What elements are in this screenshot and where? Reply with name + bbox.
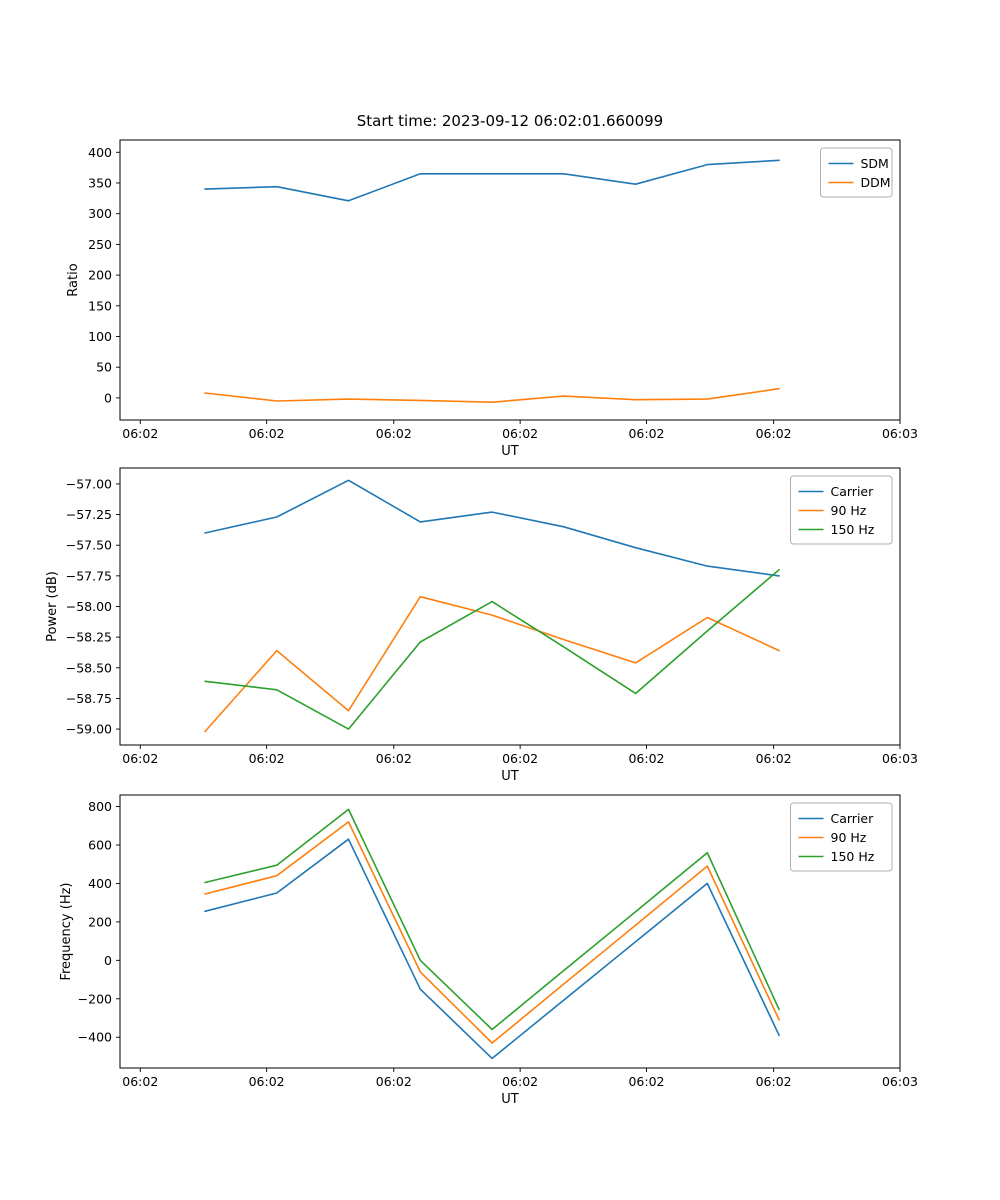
figure-title: Start time: 2023-09-12 06:02:01.660099 — [356, 112, 664, 130]
y-tick-label: 400 — [88, 145, 112, 160]
subplot-2: 06:02 06:02 06:02 06:02 06:02 06:02 06:03 −57.0… — [45, 467, 918, 784]
y-tick-label: 200 — [88, 914, 112, 929]
x-tick-label: 06:02 — [376, 426, 412, 441]
legend-label-sdm: SDM — [861, 156, 889, 171]
series-line-ddm — [204, 387, 780, 404]
x-tick-label: 06:02 — [122, 1074, 158, 1089]
x-axis-label: UT — [501, 444, 519, 459]
x-tick-label: 06:02 — [502, 426, 538, 441]
legend-box — [790, 475, 893, 545]
y-tick-label: 400 — [88, 876, 112, 891]
x-tick-label: 06:02 — [249, 426, 285, 441]
legend-label-ddm: DDM — [861, 175, 891, 190]
series-line-90-hz — [204, 821, 780, 1044]
x-tick-label: 06:02 — [628, 1074, 664, 1089]
series-line-90-hz — [204, 595, 780, 733]
x-tick-label: 06:02 — [628, 426, 664, 441]
x-axis-label: UT — [501, 1092, 519, 1107]
y-axis-label: Frequency (Hz) — [59, 882, 74, 980]
series-line-150-hz — [204, 568, 780, 730]
y-tick-label: 300 — [88, 206, 112, 221]
x-tick-label: 06:02 — [502, 751, 538, 766]
x-tick-label: 06:02 — [249, 751, 285, 766]
y-tick-label: 150 — [88, 298, 112, 313]
x-tick-label: 06:02 — [376, 751, 412, 766]
legend-label-90-hz: 90 Hz — [831, 830, 867, 845]
y-tick-label: −57.25 — [66, 507, 112, 522]
series-line-sdm — [204, 159, 780, 202]
series-line-carrier — [204, 479, 780, 577]
legend-label-carrier: Carrier — [831, 811, 875, 826]
legend-label-carrier: Carrier — [831, 484, 875, 499]
series-line-carrier — [204, 838, 780, 1060]
y-tick-label: −58.25 — [66, 630, 112, 645]
legend-label-90-hz: 90 Hz — [831, 503, 867, 518]
x-tick-label: 06:02 — [756, 426, 792, 441]
x-tick-label: 06:03 — [882, 426, 918, 441]
y-axis-label: Ratio — [66, 263, 81, 296]
plot-border — [119, 794, 901, 1069]
legend-box — [820, 147, 893, 198]
y-tick-label: 250 — [88, 237, 112, 252]
y-tick-label: −58.75 — [66, 691, 112, 706]
y-tick-label: −58.50 — [66, 660, 112, 675]
y-tick-label: −57.00 — [66, 476, 112, 491]
y-tick-label: −58.00 — [66, 599, 112, 614]
subplot-1: 06:02 06:02 06:02 06:02 06:02 06:02 06:03 0 50 10… — [66, 139, 918, 459]
plot-border — [119, 139, 901, 421]
series-line-150-hz — [204, 808, 780, 1031]
x-tick-label: 06:03 — [882, 751, 918, 766]
y-tick-label: 0 — [104, 953, 112, 968]
y-tick-label: 200 — [88, 268, 112, 283]
subplot-3: 06:02 06:02 06:02 06:02 06:02 06:02 06:03 −400 −… — [59, 794, 918, 1107]
x-tick-label: 06:02 — [376, 1074, 412, 1089]
y-tick-label: 0 — [104, 390, 112, 405]
y-tick-label: −59.00 — [66, 722, 112, 737]
y-tick-label: 100 — [88, 329, 112, 344]
legend-label-150-hz: 150 Hz — [831, 522, 875, 537]
y-tick-label: 350 — [88, 175, 112, 190]
x-tick-label: 06:02 — [756, 751, 792, 766]
x-axis-label: UT — [501, 769, 519, 784]
plot-border — [119, 467, 901, 746]
x-tick-label: 06:02 — [122, 751, 158, 766]
y-tick-label: 600 — [88, 837, 112, 852]
x-tick-label: 06:02 — [249, 1074, 285, 1089]
legend-label-150-hz: 150 Hz — [831, 849, 875, 864]
x-tick-label: 06:03 — [882, 1074, 918, 1089]
y-tick-label: −200 — [78, 991, 112, 1006]
x-tick-label: 06:02 — [628, 751, 664, 766]
y-tick-label: 50 — [96, 360, 112, 375]
y-tick-label: −57.50 — [66, 538, 112, 553]
y-tick-label: 800 — [88, 799, 112, 814]
y-tick-label: −57.75 — [66, 568, 112, 583]
x-tick-label: 06:02 — [122, 426, 158, 441]
x-tick-label: 06:02 — [756, 1074, 792, 1089]
y-axis-label: Power (dB) — [45, 571, 60, 642]
legend-box — [790, 802, 893, 872]
x-tick-label: 06:02 — [502, 1074, 538, 1089]
y-tick-label: −400 — [78, 1030, 112, 1045]
